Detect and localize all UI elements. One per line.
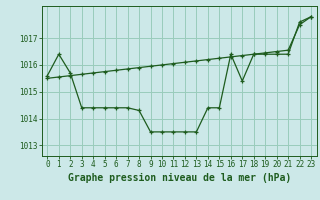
X-axis label: Graphe pression niveau de la mer (hPa): Graphe pression niveau de la mer (hPa) — [68, 173, 291, 183]
